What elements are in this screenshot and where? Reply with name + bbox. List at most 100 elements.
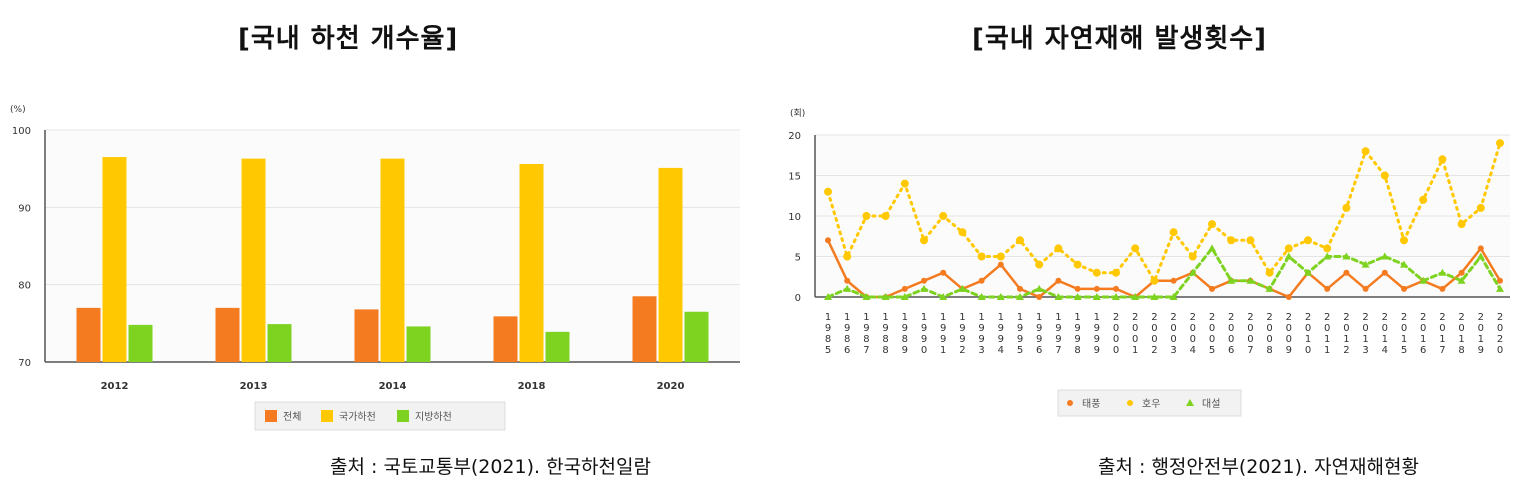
data-point xyxy=(1188,252,1197,261)
data-point xyxy=(1170,277,1177,284)
data-point xyxy=(1150,276,1159,285)
data-point xyxy=(1343,269,1350,276)
y-tick-label: 20 xyxy=(788,131,801,142)
data-point xyxy=(1169,293,1178,300)
y-unit-label: (%) xyxy=(10,105,26,115)
data-point xyxy=(1131,293,1140,300)
data-point xyxy=(825,237,831,244)
data-point xyxy=(1304,268,1312,276)
y-tick-label: 15 xyxy=(788,172,801,183)
bar xyxy=(128,324,153,362)
bar xyxy=(545,331,570,362)
data-point xyxy=(1265,268,1274,277)
y-tick-label: 90 xyxy=(18,203,31,214)
series-line xyxy=(826,141,1502,285)
series-line xyxy=(826,245,1502,299)
bar xyxy=(519,164,544,362)
data-point xyxy=(940,269,947,276)
data-point xyxy=(1361,260,1370,268)
legend-label: 전체 xyxy=(283,411,301,423)
data-point xyxy=(844,277,851,284)
data-point xyxy=(1497,277,1503,284)
left-chart-panel: [국내 하천 개수율] 70 80 90 100 (%) 2012 2013 2014 2018… xyxy=(0,0,760,490)
data-point xyxy=(1362,285,1369,292)
data-point xyxy=(1496,284,1504,292)
data-point xyxy=(1035,284,1044,292)
bar xyxy=(215,307,240,362)
data-point xyxy=(1036,294,1043,300)
data-point xyxy=(1476,252,1485,260)
data-point xyxy=(1246,236,1255,245)
data-point xyxy=(996,293,1005,300)
data-point xyxy=(1113,285,1119,292)
data-point xyxy=(881,293,890,300)
y-unit-label: (회) xyxy=(790,108,805,119)
data-point xyxy=(1016,293,1024,300)
data-point xyxy=(1035,260,1044,269)
legend-label: 국가하천 xyxy=(339,410,376,423)
data-point xyxy=(1131,244,1140,253)
data-point xyxy=(881,212,890,220)
data-point xyxy=(1324,285,1331,292)
data-point xyxy=(1112,293,1120,300)
data-point xyxy=(1323,252,1332,260)
x-tick-label: 2012 xyxy=(101,381,129,392)
y-tick-label: 0 xyxy=(795,293,801,304)
bar xyxy=(658,167,683,362)
y-tick-label: 10 xyxy=(788,212,801,223)
legend-swatch xyxy=(397,410,409,422)
data-point xyxy=(1150,293,1159,300)
legend-marker xyxy=(1067,400,1073,406)
data-point xyxy=(997,261,1004,268)
legend-swatch xyxy=(321,410,333,422)
legend-swatch xyxy=(265,410,277,422)
data-point xyxy=(1092,293,1101,300)
legend-marker xyxy=(1127,400,1133,406)
legend-label: 지방하천 xyxy=(415,410,452,423)
data-point xyxy=(921,277,927,284)
bar xyxy=(76,307,101,362)
data-point xyxy=(1361,147,1370,156)
bar xyxy=(102,157,127,362)
data-point xyxy=(1093,285,1100,292)
data-point xyxy=(1419,195,1428,204)
data-point xyxy=(1400,236,1408,245)
y-tick-label: 5 xyxy=(795,253,801,264)
data-point xyxy=(1380,252,1389,260)
data-point xyxy=(900,179,909,188)
data-point xyxy=(1401,285,1407,292)
data-point xyxy=(958,284,967,292)
data-point xyxy=(1227,236,1236,245)
line-chart-source: 출처 : 행정안전부(2021). 자연재해현황 xyxy=(1098,456,1419,478)
x-tick-label: 2013 xyxy=(240,381,268,392)
data-point xyxy=(843,252,852,261)
right-chart-panel: [국내 자연재해 발생횟수] 0 5 10 15 20 (회) 1 9 8 5 1 9 8 6 1 9 8 7 1 9… xyxy=(760,0,1525,490)
bar xyxy=(241,158,266,362)
data-point xyxy=(1496,139,1504,148)
data-point xyxy=(1092,268,1101,277)
data-point xyxy=(1112,268,1120,277)
data-point xyxy=(1169,228,1178,237)
bar xyxy=(632,296,657,362)
data-point xyxy=(1381,269,1388,276)
data-point xyxy=(843,284,852,292)
data-point xyxy=(920,284,928,292)
y-tick-label: 70 xyxy=(18,358,31,369)
x-tick-label: 2018 xyxy=(518,381,546,392)
